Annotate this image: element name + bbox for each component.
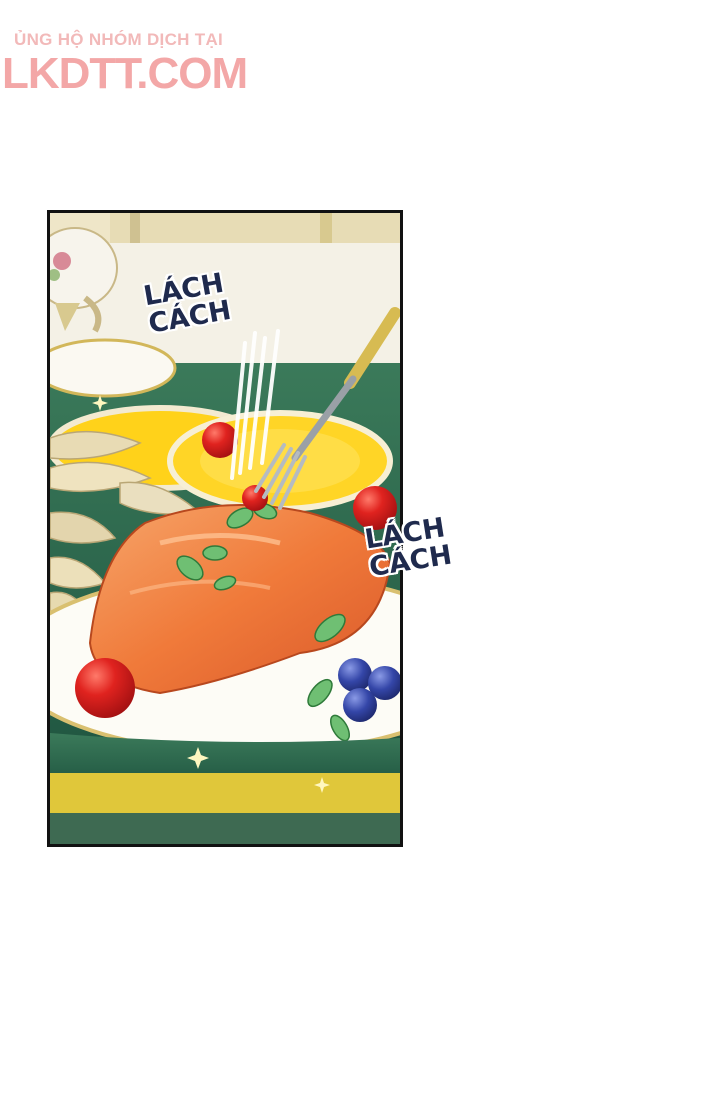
cherry-tomato	[353, 486, 397, 530]
watermark-tagline: ỦNG HỘ NHÓM DỊCH TẠI	[14, 30, 224, 49]
sound-effect-clink: LÁCH CÁCH	[363, 512, 454, 583]
fork	[254, 307, 400, 510]
gold-table-edge	[50, 773, 400, 813]
salmon-fillet	[88, 504, 392, 695]
comic-panel	[47, 210, 403, 847]
motion-lines	[230, 329, 280, 480]
food-illustration	[50, 213, 400, 844]
teapot	[50, 227, 118, 333]
sparkles	[92, 395, 330, 793]
cherry-tomato	[75, 658, 135, 718]
watermark-site: LKDTT.COM	[2, 49, 248, 98]
cherry-tomato	[242, 485, 268, 511]
herb-garnish	[176, 502, 351, 742]
sliced-almonds	[50, 430, 202, 626]
side-plate	[50, 338, 177, 398]
cherry-tomato	[202, 422, 238, 458]
blueberries	[338, 658, 400, 722]
